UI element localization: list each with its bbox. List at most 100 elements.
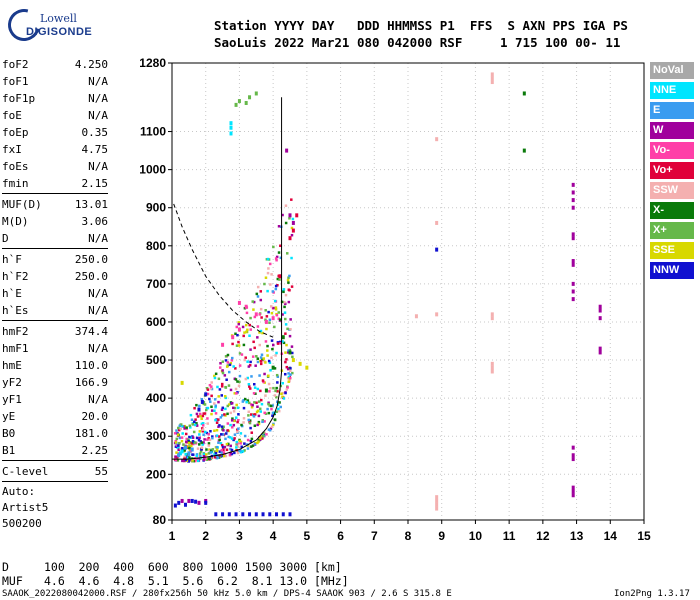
- echo-point: [280, 392, 283, 396]
- echo-point: [188, 456, 191, 459]
- echo-point: [239, 442, 242, 445]
- echo-point: [275, 313, 279, 317]
- echo-point: [236, 451, 240, 455]
- echo-point: [259, 362, 263, 366]
- echo-point: [253, 386, 257, 389]
- param-label: fmin: [2, 177, 29, 190]
- echo-point: [237, 427, 240, 430]
- series-point-w: [571, 236, 575, 241]
- echo-point: [265, 315, 269, 318]
- echo-point: [213, 376, 217, 380]
- echo-point: [260, 316, 263, 319]
- echo-point: [237, 344, 241, 347]
- echo-point: [221, 360, 225, 363]
- series-point-ssw: [435, 498, 439, 503]
- series-point-nne: [178, 451, 182, 456]
- y-tick-label: 900: [146, 201, 166, 215]
- param-row: fmin 2.15: [2, 175, 108, 192]
- echo-point: [274, 306, 278, 309]
- echo-point: [220, 433, 223, 436]
- echo-point: [187, 460, 190, 463]
- x-tick-label: 15: [637, 529, 651, 543]
- echo-point: [217, 418, 220, 421]
- series-point-w: [571, 489, 575, 494]
- echo-point: [195, 422, 198, 425]
- echo-point: [275, 395, 278, 399]
- echo-point: [196, 415, 200, 418]
- param-value: N/A: [88, 232, 108, 245]
- echo-point: [274, 389, 277, 393]
- echo-point: [290, 198, 293, 201]
- echo-point: [188, 446, 191, 450]
- echo-point: [210, 394, 213, 398]
- echo-point: [191, 422, 194, 426]
- echo-point: [271, 290, 275, 293]
- echo-point: [205, 431, 209, 435]
- series-point-vo: [271, 316, 275, 321]
- echo-point: [250, 445, 253, 448]
- param-value: N/A: [88, 304, 108, 317]
- echo-point: [275, 255, 279, 259]
- digisonde-logo: Lowell DIGISONDE: [2, 3, 94, 47]
- echo-point: [217, 395, 220, 398]
- echo-point: [245, 443, 249, 446]
- echo-point: [225, 442, 229, 446]
- echo-point: [278, 401, 281, 404]
- series-point-nnw: [214, 512, 218, 517]
- echo-point: [276, 400, 279, 404]
- echo-point: [253, 346, 256, 350]
- echo-point: [259, 389, 262, 393]
- echo-point: [226, 404, 230, 408]
- echo-point: [250, 437, 254, 441]
- echo-point: [277, 317, 281, 321]
- echo-point: [271, 411, 275, 415]
- echo-point: [289, 367, 292, 370]
- echo-point: [181, 432, 184, 435]
- echo-point: [224, 359, 228, 362]
- echo-point: [258, 331, 261, 334]
- series-point-x: [254, 91, 258, 96]
- echo-point: [230, 426, 234, 429]
- param-label: M(D): [2, 215, 29, 228]
- echo-point: [255, 355, 258, 358]
- echo-point: [201, 424, 205, 427]
- echo-point: [199, 414, 202, 418]
- echo-point: [229, 451, 233, 455]
- echo-point: [181, 459, 184, 463]
- echo-point: [229, 447, 232, 451]
- series-point-ssw: [490, 316, 494, 321]
- echo-point: [209, 429, 212, 433]
- echo-point: [176, 433, 180, 436]
- series-point-x: [522, 91, 526, 96]
- echo-point: [188, 424, 192, 428]
- y-tick-label: 800: [146, 239, 166, 253]
- echo-point: [226, 442, 230, 446]
- echo-point: [204, 453, 208, 456]
- echo-point: [201, 421, 205, 425]
- echo-point: [284, 317, 287, 321]
- y-tick-label: 400: [146, 391, 166, 405]
- echo-point: [252, 300, 256, 304]
- echo-point: [279, 342, 282, 345]
- echo-point: [287, 349, 290, 352]
- param-row: h`E N/A: [2, 285, 108, 302]
- echo-point: [211, 435, 214, 438]
- echo-point: [182, 443, 185, 446]
- echo-point: [263, 420, 266, 423]
- echo-point: [281, 391, 285, 395]
- echo-point: [191, 440, 195, 443]
- echo-point: [249, 328, 252, 331]
- echo-point: [273, 418, 277, 421]
- x-tick-label: 11: [503, 529, 516, 543]
- echo-point: [267, 374, 270, 377]
- echo-point: [200, 446, 204, 449]
- param-row: foF1p N/A: [2, 90, 108, 107]
- echo-point: [233, 392, 237, 395]
- echo-point: [269, 387, 272, 390]
- echo-point: [262, 431, 265, 435]
- param-label: foF1: [2, 75, 29, 88]
- echo-point: [192, 430, 196, 434]
- echo-point: [188, 435, 191, 439]
- echo-point: [228, 363, 232, 367]
- echo-point: [230, 419, 234, 422]
